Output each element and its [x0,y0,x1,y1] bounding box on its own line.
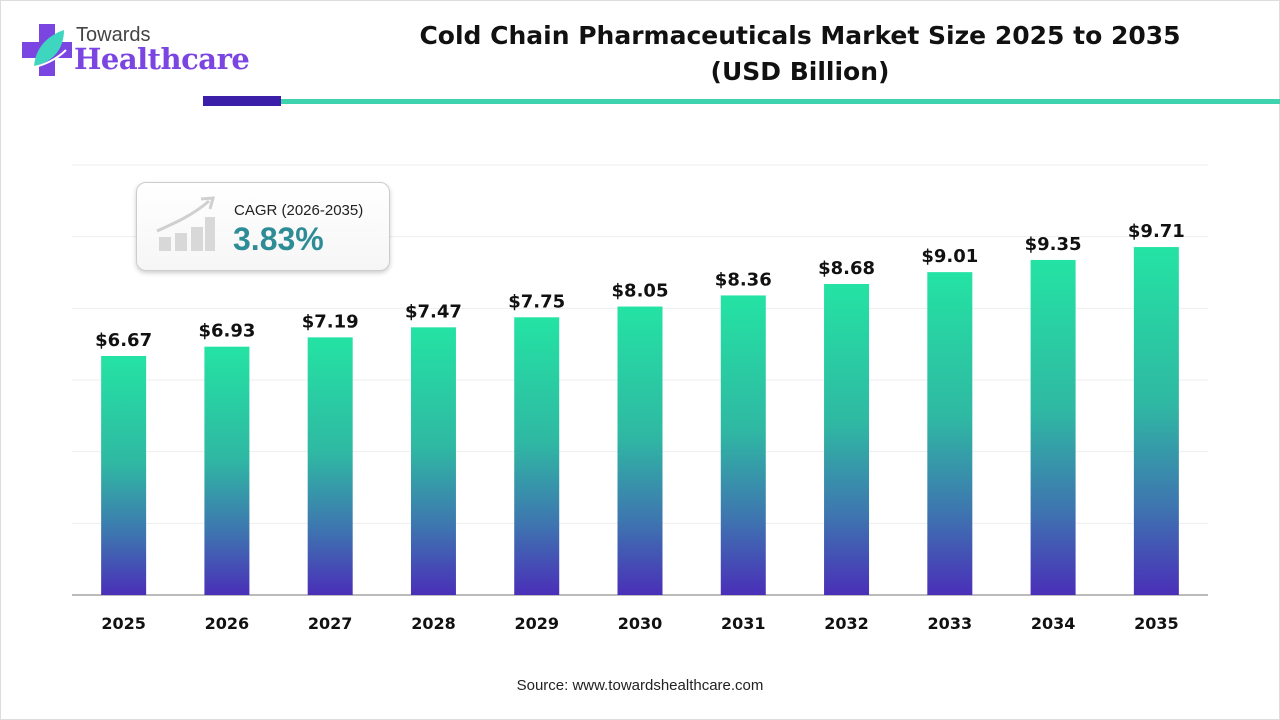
bar-2033 [927,272,973,595]
x-tick-label: 2031 [721,614,766,633]
title-line-1: Cold Chain Pharmaceuticals Market Size 2… [419,21,1181,50]
x-tick-label: 2027 [308,614,353,633]
x-tick-label: 2029 [514,614,559,633]
bar-2028 [410,327,456,595]
bar-2027 [307,337,353,595]
data-label: $8.68 [818,258,875,279]
x-tick-label: 2035 [1134,614,1179,633]
bar-2029 [514,317,560,595]
growth-chart-icon [156,196,216,251]
bar-2034 [1030,259,1076,595]
logo-text-top: Towards [76,24,151,46]
data-label: $8.36 [715,269,772,290]
data-label: $9.71 [1128,221,1185,242]
data-label: $6.93 [198,321,255,342]
bar-2032 [824,283,870,595]
x-tick-label: 2034 [1031,614,1076,633]
data-label: $7.19 [302,311,359,332]
data-label: $6.67 [95,330,152,351]
x-tick-label: 2033 [928,614,973,633]
x-tick-label: 2030 [618,614,663,633]
data-label: $8.05 [612,281,669,302]
bar-2030 [617,306,663,595]
data-label: $9.35 [1025,234,1082,255]
data-label: $9.01 [921,246,978,267]
x-tick-label: 2028 [411,614,456,633]
cagr-value: 3.83% [233,221,324,257]
bar-2035 [1133,247,1179,595]
logo: Towards Healthcare [22,22,250,82]
x-tick-label: 2025 [101,614,146,633]
bar-2025 [101,355,147,595]
logo-text-bottom: Healthcare [74,42,250,76]
medical-cross-leaf-icon [22,24,72,76]
title-rule-teal [281,99,1280,104]
x-tick-label: 2032 [824,614,869,633]
source-text: Source: www.towardshealthcare.com [516,677,764,694]
data-label: $7.75 [508,291,565,312]
x-tick-label: 2026 [205,614,250,633]
cagr-label: CAGR (2026-2035) [234,202,364,219]
data-label: $7.47 [405,301,462,322]
title-line-2: (USD Billion) [710,57,890,86]
chart-title: Cold Chain Pharmaceuticals Market Size 2… [300,18,1280,90]
title-rule-dark [203,96,281,106]
bar-2026 [204,346,250,595]
cagr-box: CAGR (2026-2035) 3.83% [136,182,390,271]
bar-2031 [720,295,766,595]
